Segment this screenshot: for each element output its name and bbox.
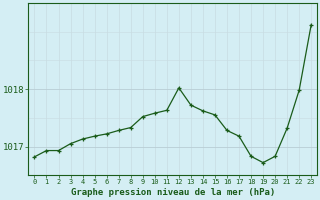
X-axis label: Graphe pression niveau de la mer (hPa): Graphe pression niveau de la mer (hPa)	[71, 188, 275, 197]
